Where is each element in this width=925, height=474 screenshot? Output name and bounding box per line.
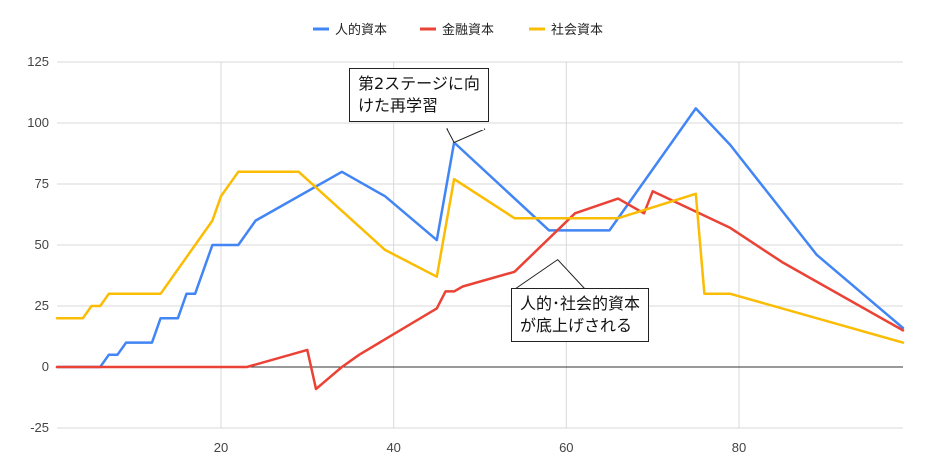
axes: -25 0 25 50 75 100 125 20 40 60 80 (27, 54, 903, 455)
series-line-2 (55, 190, 905, 391)
callout-pointers (446, 128, 587, 290)
legend-label: 金融資本 (442, 22, 494, 38)
callout-pointer-1 (446, 128, 486, 144)
legend-label: 人的資本 (335, 22, 387, 38)
x-tick-label: 40 (386, 440, 400, 455)
callout-pointer-2 (513, 258, 587, 290)
legend-item-1: 人的資本 (313, 22, 387, 38)
legend-item-3: 社会資本 (529, 22, 603, 38)
annotation-restudy-line-1: 第2ステージに向 (358, 74, 480, 93)
y-tick-label: 100 (27, 115, 49, 130)
legend-item-2: 金融資本 (420, 22, 494, 38)
legend: 人的資本 金融資本 社会資本 (313, 22, 603, 38)
y-tick-label: 75 (35, 176, 49, 191)
y-tick-label: -25 (30, 420, 49, 435)
y-tick-label: 0 (42, 359, 49, 374)
annotation-restudy-line-2: けた再学習 (358, 96, 439, 115)
x-tick-label: 60 (559, 440, 573, 455)
annotation-restudy: 第2ステージに向 けた再学習 (349, 68, 489, 122)
annotation-capital-boost-line-2: が底上げされる (520, 316, 633, 335)
series-lines (55, 107, 905, 391)
annotation-capital-boost: 人的･社会的資本 が底上げされる (511, 288, 650, 342)
series-line-1 (55, 107, 905, 369)
y-tick-label: 125 (27, 54, 49, 69)
legend-label: 社会資本 (551, 22, 603, 38)
y-tick-label: 50 (35, 237, 49, 252)
y-tick-label: 25 (35, 298, 49, 313)
x-tick-label: 80 (732, 440, 746, 455)
x-tick-label: 20 (214, 440, 228, 455)
annotation-capital-boost-line-1: 人的･社会的資本 (520, 294, 641, 313)
series-line-3 (55, 170, 905, 344)
